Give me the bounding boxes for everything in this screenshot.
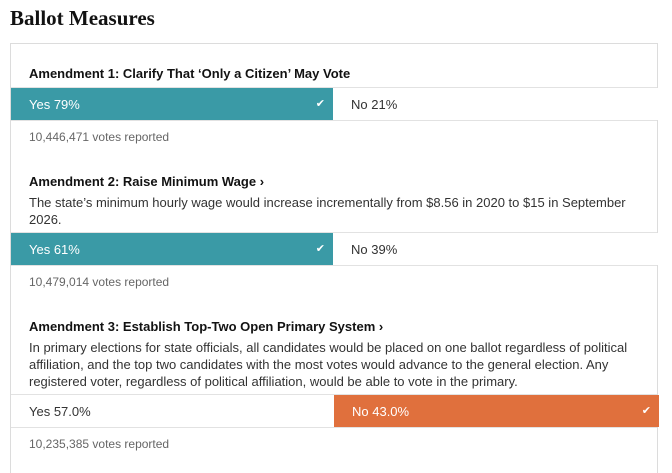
chevron-right-icon: › — [378, 319, 384, 334]
measure-title-link[interactable]: Amendment 3: Establish Top-Two Open Prim… — [29, 319, 384, 334]
no-result: No 21% — [333, 88, 659, 120]
no-result: No 39% — [333, 233, 659, 265]
chevron-right-icon: › — [259, 174, 265, 189]
no-label: No 39% — [351, 241, 398, 257]
yes-result: Yes 79% ✔ — [11, 88, 333, 120]
page-title: Ballot Measures — [10, 6, 155, 30]
yes-label: Yes 57.0% — [29, 403, 91, 419]
measure-description: The state’s minimum hourly wage would in… — [29, 195, 626, 227]
checkmark-icon: ✔ — [315, 97, 325, 110]
yes-result: Yes 57.0% — [11, 395, 334, 427]
measure-description: In primary elections for state officials… — [29, 340, 628, 389]
checkmark-icon: ✔ — [641, 404, 651, 417]
no-label: No 43.0% — [352, 403, 410, 419]
yes-label: Yes 61% — [29, 241, 80, 257]
result-bar: Yes 79% ✔ No 21% — [11, 87, 659, 121]
result-bar: Yes 57.0% No 43.0% ✔ — [11, 394, 659, 428]
checkmark-icon: ✔ — [315, 242, 325, 255]
yes-result: Yes 61% ✔ — [11, 233, 333, 265]
votes-reported: 10,446,471 votes reported — [29, 130, 170, 144]
no-result: No 43.0% ✔ — [334, 395, 659, 427]
votes-reported: 10,479,014 votes reported — [29, 275, 170, 289]
no-label: No 21% — [351, 96, 398, 112]
votes-reported: 10,235,385 votes reported — [29, 437, 170, 451]
yes-label: Yes 79% — [29, 96, 80, 112]
measure-title-link[interactable]: Amendment 2: Raise Minimum Wage › — [29, 174, 265, 189]
measure-title: Amendment 1: Clarify That ‘Only a Citize… — [29, 66, 351, 81]
result-bar: Yes 61% ✔ No 39% — [11, 232, 659, 266]
ballot-measures-panel: Amendment 1: Clarify That ‘Only a Citize… — [10, 43, 659, 473]
